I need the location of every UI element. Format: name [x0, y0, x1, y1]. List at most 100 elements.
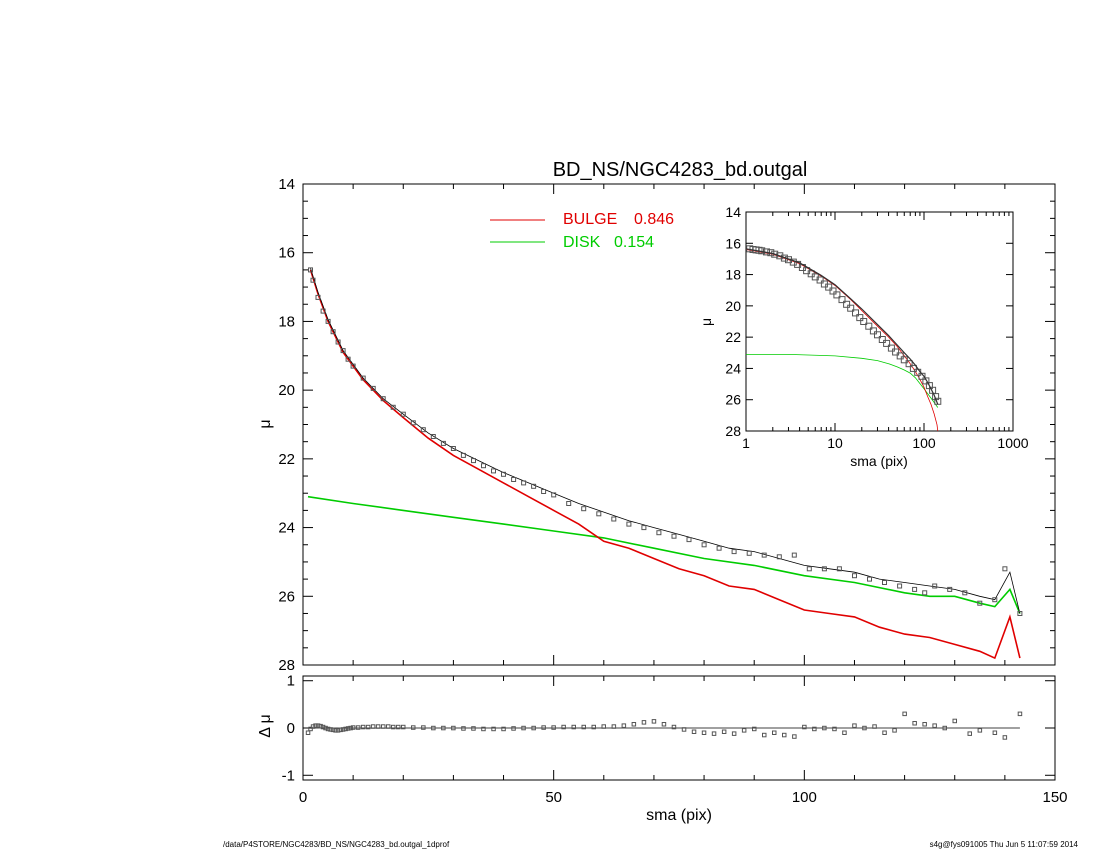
residual-point [862, 725, 867, 731]
residual-point [310, 724, 316, 729]
residual-x-tick-label: 50 [545, 789, 562, 806]
legend-disk-name: DISK [563, 234, 601, 251]
residual-point [521, 725, 526, 731]
residual-point [872, 724, 877, 729]
data-point [350, 363, 356, 369]
residual-point [461, 726, 466, 731]
data-point [882, 580, 887, 585]
data-point [531, 483, 537, 489]
data-point [335, 339, 341, 345]
residual-point [501, 726, 506, 732]
residual-point [365, 724, 371, 730]
residual-point [348, 725, 353, 731]
inset-data-point [825, 283, 833, 291]
residual-point [308, 726, 313, 732]
inset-background [746, 212, 1013, 431]
residual-point [401, 724, 406, 730]
residual-point [762, 732, 767, 738]
inset-y-tick-label: 28 [725, 423, 741, 439]
data-point [501, 471, 506, 477]
inset-y-tick-label: 26 [725, 392, 741, 408]
inset-data-point [900, 356, 908, 364]
main-y-tick-label: 16 [278, 245, 295, 262]
data-point [308, 267, 313, 273]
residual-point [1002, 735, 1008, 740]
main-plot-area [307, 267, 1023, 660]
data-point [776, 554, 782, 560]
residual-point [551, 725, 556, 730]
main-y-axis-label: μ [257, 419, 274, 428]
footer-file-path: /data/P4STORE/NGC4283/BD_NS/NGC4283_bd.o… [223, 840, 450, 849]
inset-data-point [905, 360, 913, 368]
residual-point [350, 725, 356, 730]
inset-data-point [887, 344, 895, 352]
data-point [992, 597, 998, 603]
inset-data-point [838, 296, 846, 304]
residual-point [481, 726, 486, 732]
residual-y-tick-label: 1 [287, 673, 295, 690]
residual-point [661, 722, 667, 727]
residual-point [471, 726, 476, 731]
residual-point [621, 723, 627, 728]
main-y-tick-label: 24 [278, 520, 295, 537]
data-point [821, 566, 827, 572]
inset-x-tick-label: 100 [912, 435, 936, 451]
data-point [400, 411, 406, 417]
data-point [746, 550, 752, 556]
residual-point [333, 728, 338, 733]
residual-x-axis-label: sma (pix) [646, 807, 712, 824]
data-point [897, 583, 903, 589]
residual-point [325, 726, 331, 732]
data-point [731, 549, 737, 555]
data-point [511, 477, 517, 482]
residual-point [892, 728, 897, 733]
inset-panel: 14 16 18 20 22 24 26 28 1 10 100 1000 μ sma (pix) [698, 204, 1029, 469]
data-point [320, 308, 326, 314]
data-point [656, 530, 662, 536]
data-point [330, 329, 336, 335]
inset-data-point [860, 318, 868, 325]
inset-data-point [883, 339, 891, 347]
residual-point [701, 730, 707, 735]
residual-point [313, 723, 318, 728]
residual-point [571, 724, 576, 730]
residual-point [691, 729, 697, 734]
inset-data-point [843, 300, 851, 308]
inset-data-point [878, 336, 886, 343]
residual-point [441, 725, 446, 731]
data-point [641, 525, 647, 531]
inset-data-point [776, 252, 784, 260]
data-point [310, 277, 316, 283]
residual-point [1017, 711, 1023, 717]
main-y-tick-label: 14 [278, 176, 295, 193]
main-y-ticks: 14 16 18 20 22 24 26 28 [278, 176, 1055, 674]
data-point [345, 356, 351, 362]
data-point [460, 452, 466, 458]
residual-point [491, 726, 496, 732]
data-point [867, 576, 872, 582]
inset-data-point [856, 314, 864, 322]
data-point [596, 511, 602, 517]
residual-point [882, 730, 887, 735]
residual-point [531, 725, 536, 731]
inset-y-tick-label: 14 [725, 204, 741, 220]
data-point [626, 521, 632, 527]
legend: BULGE 0.846 DISK 0.154 [490, 211, 674, 251]
residual-point [340, 727, 346, 732]
residual-point [611, 724, 617, 729]
legend-bulge-value: 0.846 [634, 211, 674, 228]
inset-data-point [892, 348, 900, 356]
inset-x-tick-label: 10 [827, 435, 843, 451]
residual-point [741, 728, 747, 733]
residual-point [591, 724, 596, 730]
data-point [912, 586, 918, 592]
bulge-line [309, 269, 1021, 660]
residual-point [355, 725, 361, 730]
residual-x-tick-label: 150 [1042, 789, 1067, 806]
residual-point [977, 728, 983, 733]
data-point [791, 552, 797, 558]
residual-point [411, 725, 416, 730]
residual-panel: 10-1 0 50 100 150 Δ μ sma (pix) [257, 673, 1068, 824]
residual-point [541, 725, 546, 730]
residual-point [772, 730, 777, 735]
